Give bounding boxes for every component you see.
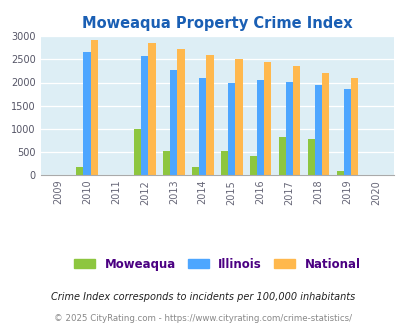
Bar (220, 151, 228, 175)
Bar (336, 171, 343, 175)
Bar (90, 40, 98, 175)
Bar (350, 78, 358, 175)
Bar (278, 137, 285, 175)
Bar (76, 167, 83, 175)
Bar (249, 156, 256, 175)
Bar (264, 62, 271, 175)
Bar (235, 59, 242, 175)
Bar (285, 82, 292, 175)
Bar (307, 139, 314, 175)
Legend: Moweaqua, Illinois, National: Moweaqua, Illinois, National (69, 253, 364, 275)
Title: Moweaqua Property Crime Index: Moweaqua Property Crime Index (82, 16, 352, 31)
Bar (314, 85, 322, 175)
Bar (170, 70, 177, 175)
Bar (148, 43, 155, 175)
Bar (322, 73, 328, 175)
Bar (343, 89, 350, 175)
Bar (177, 49, 184, 175)
Bar (198, 78, 206, 175)
Bar (141, 56, 148, 175)
Bar (162, 151, 170, 175)
Text: Crime Index corresponds to incidents per 100,000 inhabitants: Crime Index corresponds to incidents per… (51, 292, 354, 302)
Bar (256, 80, 264, 175)
Bar (134, 129, 141, 175)
Bar (206, 55, 213, 175)
Bar (192, 167, 198, 175)
Bar (228, 82, 235, 175)
Bar (83, 51, 90, 175)
Bar (292, 66, 300, 175)
Text: © 2025 CityRating.com - https://www.cityrating.com/crime-statistics/: © 2025 CityRating.com - https://www.city… (54, 314, 351, 323)
